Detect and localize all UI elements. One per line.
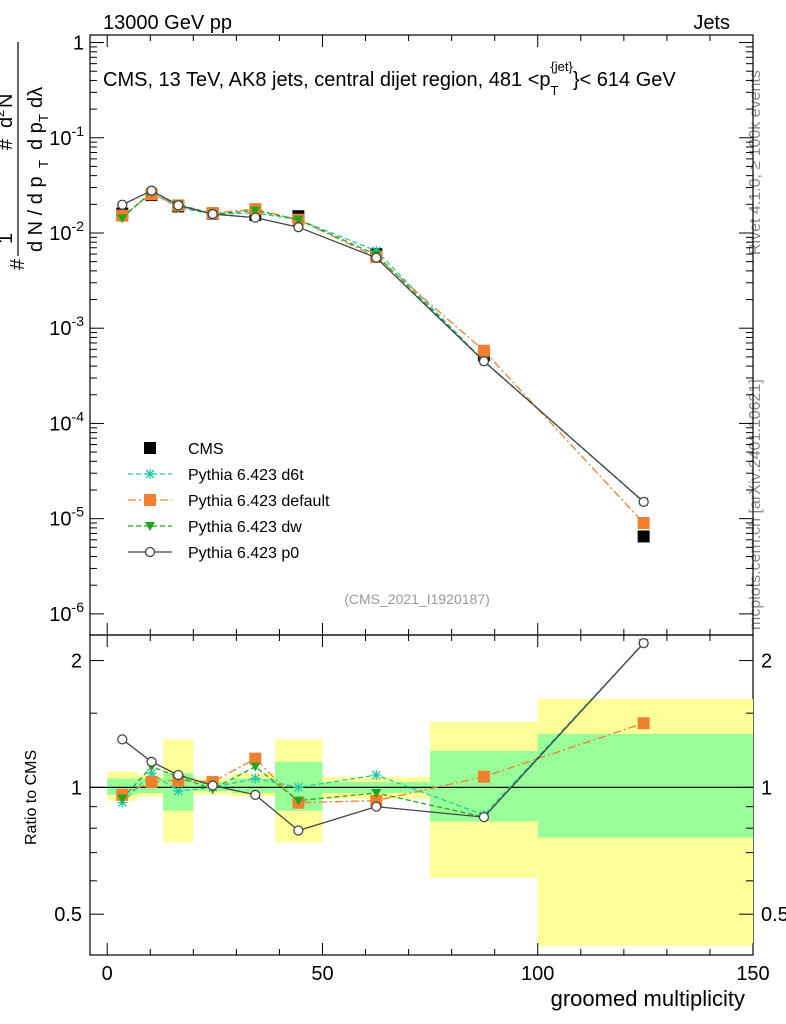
y-tick-label: 1	[73, 33, 84, 55]
y-tick-label: 10-1	[49, 123, 84, 150]
ratio-point	[145, 775, 158, 788]
ratio-axis-ticks: 0 50 100 150 0.5 0.5 1 1 2 2	[54, 635, 786, 985]
ratio-point	[371, 788, 382, 798]
ratio-y-tick-label: 2	[71, 651, 82, 673]
legend: CMS Pythia 6.423 d6t Pythia 6.423 default P…	[128, 441, 330, 562]
svg-text:#: #	[0, 138, 17, 150]
ratio-point	[117, 734, 128, 745]
svg-text:2: 2	[0, 110, 7, 117]
series-line-2	[121, 193, 645, 524]
series-point	[146, 185, 157, 196]
ratio-point	[638, 637, 649, 649]
header-energy: 13000 GeV pp	[103, 12, 232, 34]
series-point	[173, 200, 184, 211]
ratio-point	[293, 796, 304, 806]
series-point	[117, 199, 128, 210]
series-point	[293, 215, 304, 225]
legend-label: CMS	[188, 441, 224, 458]
x-tick-label: 100	[521, 963, 554, 985]
ratio-y-tick-label: 0.5	[54, 904, 82, 926]
x-tick-label: 150	[736, 963, 769, 985]
series-point	[371, 252, 382, 263]
svg-text:N: N	[0, 94, 17, 108]
ratio-point	[207, 780, 218, 791]
ratio-point	[173, 786, 184, 797]
main-y-axis-label: # 1 d N / d p T # d 2 N d p T dλ	[0, 42, 51, 270]
analysis-tag: (CMS_2021_I1920187)	[344, 591, 490, 607]
legend-marker	[144, 494, 156, 506]
ratio-point	[117, 794, 128, 804]
ratio-point	[249, 752, 262, 765]
series-point	[293, 222, 304, 233]
ratio-point	[293, 825, 304, 836]
y-tick-label: 10-5	[49, 504, 84, 531]
y-tick-label: 10-2	[49, 218, 84, 245]
ratio-y-tick-label: 1	[71, 777, 82, 799]
svg-text:#: #	[7, 258, 29, 270]
legend-label: Pythia 6.423 p0	[188, 545, 299, 562]
series-point	[477, 344, 490, 357]
svg-text:T: T	[36, 160, 51, 168]
band-green	[537, 733, 753, 838]
series-point	[478, 356, 490, 367]
svg-text:d p: d p	[25, 122, 47, 150]
series-point	[371, 245, 382, 256]
plot-title: CMS, 13 TeV, AK8 jets, central dijet reg…	[103, 59, 676, 98]
ratio-point	[146, 768, 157, 779]
series-point	[638, 496, 649, 508]
series-point	[250, 206, 261, 216]
ratio-y-axis-label: Ratio to CMS	[23, 750, 40, 845]
series-point	[207, 208, 218, 220]
ratio-point	[371, 801, 382, 812]
ratio-point	[146, 756, 157, 767]
series-point	[117, 214, 128, 224]
ratio-y-tick-label-right: 0.5	[761, 904, 786, 926]
legend-marker	[144, 442, 156, 454]
ratio-point	[250, 773, 261, 784]
ratio-line-1	[121, 642, 645, 816]
band-green	[232, 778, 276, 793]
x-tick-label: 50	[311, 963, 333, 985]
series-point	[250, 212, 261, 223]
main-axis-ticks: 1 10-1 10-2 10-3 10-4 10-5 10-6	[49, 33, 754, 635]
ratio-point	[477, 770, 490, 783]
ratio-point	[293, 782, 304, 793]
legend-label: Pythia 6.423 dw	[188, 519, 302, 536]
legend-marker	[145, 469, 155, 479]
series-point	[637, 517, 650, 530]
ratio-point	[637, 717, 650, 730]
ratio-point	[250, 762, 261, 772]
x-tick-label: 0	[102, 963, 113, 985]
ratio-y-tick-label-right: 2	[761, 651, 772, 673]
svg-text:T: T	[36, 114, 51, 122]
ratio-uncertainty-bands	[107, 699, 753, 947]
ratio-point	[250, 789, 261, 800]
ratio-series-group	[116, 637, 650, 836]
legend-marker	[144, 546, 156, 558]
ratio-point	[371, 769, 382, 780]
legend-label: Pythia 6.423 default	[188, 493, 330, 510]
y-tick-label: 10-3	[49, 313, 84, 340]
main-series-group	[116, 185, 650, 543]
svg-text:1: 1	[0, 233, 17, 244]
legend-marker	[145, 522, 155, 531]
y-tick-label: 10-6	[49, 599, 84, 626]
svg-text:dλ: dλ	[25, 87, 47, 108]
mcplots-label: mcplots.cern.ch [arXiv:2401.10621]	[747, 379, 764, 630]
svg-text:d: d	[0, 117, 17, 128]
ratio-point	[478, 811, 490, 823]
rivet-label: Rivet 4.1.0, ≥ 100k events	[747, 70, 764, 255]
y-tick-label: 10-4	[49, 408, 84, 435]
x-axis-label: groomed multiplicity	[551, 986, 745, 1011]
series-point	[637, 530, 650, 543]
header-jets: Jets	[693, 12, 730, 34]
svg-text:d N / d p: d N / d p	[25, 176, 47, 252]
legend-label: Pythia 6.423 d6t	[188, 467, 304, 484]
ratio-point	[173, 769, 184, 781]
ratio-line-2	[122, 722, 644, 804]
ratio-y-tick-label-right: 1	[761, 777, 772, 799]
